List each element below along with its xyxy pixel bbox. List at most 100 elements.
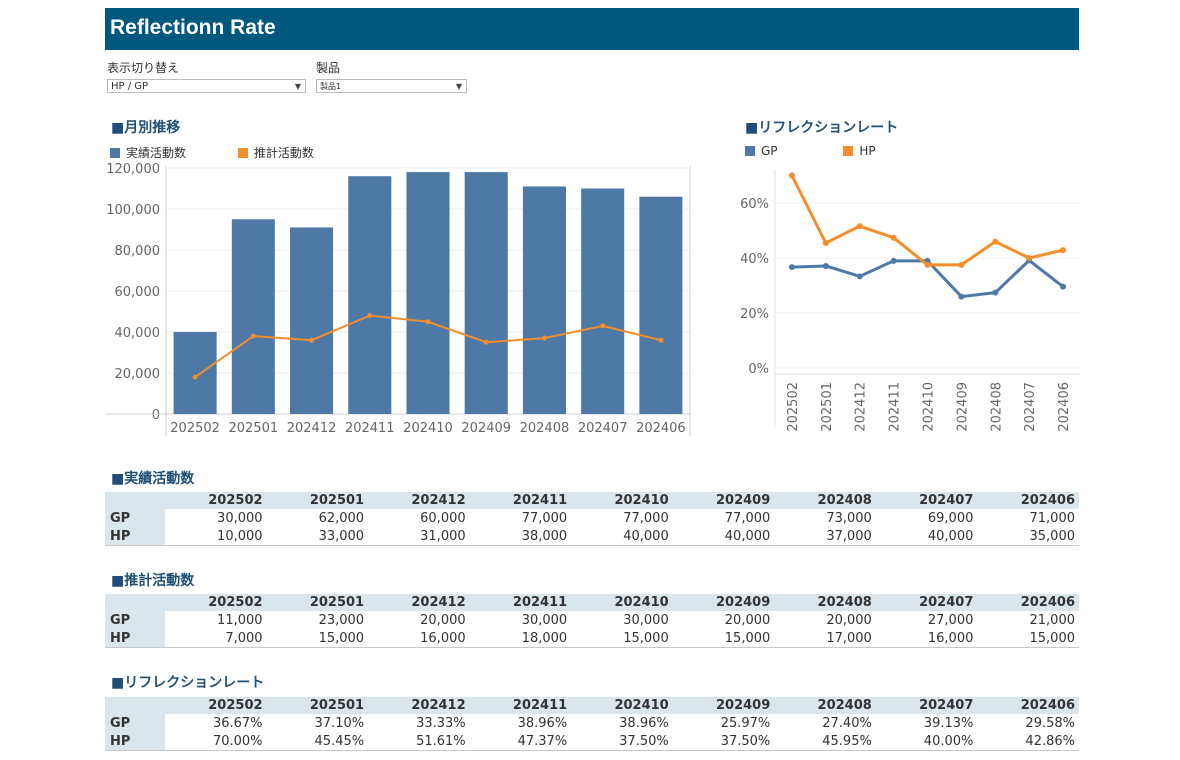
- column-header: 202502: [165, 697, 267, 714]
- x-tick-label: 202409: [955, 382, 970, 432]
- table-cell: 37,000: [774, 527, 876, 546]
- table-cell: 51.61%: [368, 732, 470, 751]
- table-cell: 37.10%: [314, 715, 365, 731]
- column-header: 202407: [875, 594, 978, 611]
- column-header: 202502: [165, 492, 267, 509]
- series-line-hp: [790, 174, 1064, 267]
- column-header: 202411: [469, 594, 572, 611]
- table-cell: 77,000: [623, 510, 669, 526]
- table-corner: [105, 697, 165, 714]
- column-header: 202410: [571, 594, 673, 611]
- table-cell: 15,000: [571, 629, 673, 648]
- column-header: 202411: [469, 492, 572, 509]
- column-header: 202501: [266, 697, 369, 714]
- table-cell: 77,000: [724, 510, 771, 526]
- row-header: HP: [105, 527, 165, 546]
- x-tick-label: 202408: [520, 421, 570, 436]
- column-header: 202412: [368, 492, 470, 509]
- table-cell: 27,000: [927, 612, 974, 628]
- x-tick-label: 202501: [229, 421, 279, 436]
- y-tick-label: 40,000: [115, 326, 161, 341]
- line-point: [309, 337, 315, 343]
- chevron-down-icon: ▼: [455, 82, 462, 91]
- y-tick-label: 80,000: [115, 244, 161, 259]
- column-header: 202410: [571, 492, 673, 509]
- line-point: [856, 223, 863, 230]
- legend-label: 推計活動数: [253, 146, 314, 160]
- table-cell: 20,000: [826, 612, 872, 628]
- y-tick-label: 20%: [740, 307, 769, 322]
- table-row: GP 11,000 23,000 20,000 30,000 30,000 20…: [105, 611, 1079, 629]
- table-corner: [105, 594, 165, 611]
- table-cell: 73,000: [826, 510, 872, 526]
- line-point: [600, 323, 606, 329]
- column-header: 202406: [977, 594, 1079, 611]
- line-point: [658, 337, 664, 343]
- table-cell: 16,000: [875, 629, 978, 648]
- x-tick-label: 202502: [786, 382, 801, 432]
- line-point: [192, 374, 198, 380]
- row-header: HP: [105, 629, 165, 648]
- column-header: 202407: [875, 697, 978, 714]
- table-cell: 27.40%: [822, 715, 872, 731]
- table-cell: 37.50%: [672, 732, 775, 751]
- table-cell: 21,000: [1029, 612, 1076, 628]
- column-header: 202406: [977, 697, 1079, 714]
- bar: [639, 196, 683, 414]
- table-cell: 35,000: [977, 527, 1079, 546]
- reflection-table-title: ■リフレクションレート: [111, 675, 265, 691]
- y-tick-label: 40%: [740, 252, 769, 267]
- bar: [231, 219, 275, 414]
- table-cell: 70.00%: [165, 732, 267, 751]
- legend-label: 実績活動数: [126, 146, 187, 160]
- table-row: HP 10,000 33,000 31,000 38,000 40,000 40…: [105, 527, 1079, 546]
- legend-swatch: [843, 146, 854, 156]
- table-cell: 40,000: [571, 527, 673, 546]
- y-tick-label: 120,000: [106, 162, 160, 177]
- row-header: GP: [105, 509, 165, 527]
- table-cell: 40.00%: [875, 732, 978, 751]
- table-row: HP 70.00% 45.45% 51.61% 47.37% 37.50% 37…: [105, 732, 1079, 751]
- row-header: GP: [105, 714, 165, 732]
- actual-table-title: ■実績活動数: [111, 471, 195, 487]
- product-filter-select[interactable]: 製品1 ▼: [316, 79, 467, 93]
- column-header: 202409: [672, 492, 775, 509]
- bar: [406, 172, 450, 414]
- table-corner: [105, 492, 165, 509]
- column-header: 202408: [774, 594, 876, 611]
- table-cell: 10,000: [165, 527, 267, 546]
- line-point: [822, 240, 829, 247]
- table-cell: 36.67%: [212, 715, 263, 731]
- legend-item-hp[interactable]: HP: [843, 144, 876, 158]
- table-cell: 47.37%: [469, 732, 572, 751]
- legend-item-actual[interactable]: 実績活動数: [110, 146, 186, 160]
- chevron-down-icon: ▼: [294, 82, 301, 91]
- column-header: 202408: [774, 492, 876, 509]
- line-point: [822, 262, 829, 269]
- page-title: Reflectionn Rate: [110, 16, 276, 39]
- actual-activity-table: 202502 202501 202412 202411 202410 20240…: [105, 492, 1079, 546]
- x-tick-label: 202407: [578, 421, 628, 436]
- column-header: 202407: [875, 492, 978, 509]
- column-header: 202410: [571, 697, 673, 714]
- y-tick-label: 0: [152, 408, 160, 423]
- column-header: 202501: [266, 492, 369, 509]
- monthly-chart-title: ■月別推移: [111, 120, 181, 136]
- legend-item-gp[interactable]: GP: [745, 144, 778, 158]
- x-tick-label: 202502: [170, 421, 220, 436]
- view-filter-label: 表示切り替え: [107, 61, 180, 75]
- reflection-legend: GP HP: [745, 144, 876, 158]
- table-cell: 40,000: [672, 527, 775, 546]
- line-point: [958, 293, 965, 300]
- legend-swatch: [110, 148, 120, 158]
- view-filter-select[interactable]: HP / GP ▼: [107, 79, 306, 93]
- column-header: 202409: [672, 697, 775, 714]
- x-tick-label: 202406: [1057, 382, 1072, 432]
- table-cell: 29.58%: [1025, 715, 1075, 731]
- line-point: [1060, 247, 1067, 254]
- legend-label: GP: [761, 144, 778, 158]
- reflection-line-chart: 0% 20% 40% 60% 202502 202501 202412 202411 20241…: [740, 170, 1080, 432]
- table-header-row: 202502 202501 202412 202411 202410 20240…: [105, 594, 1079, 611]
- monthly-bar-chart: 0 20,000 40,000 60,000 80,000 100,000 120,000 2…: [106, 162, 691, 436]
- legend-item-estimate[interactable]: 推計活動数: [237, 146, 314, 160]
